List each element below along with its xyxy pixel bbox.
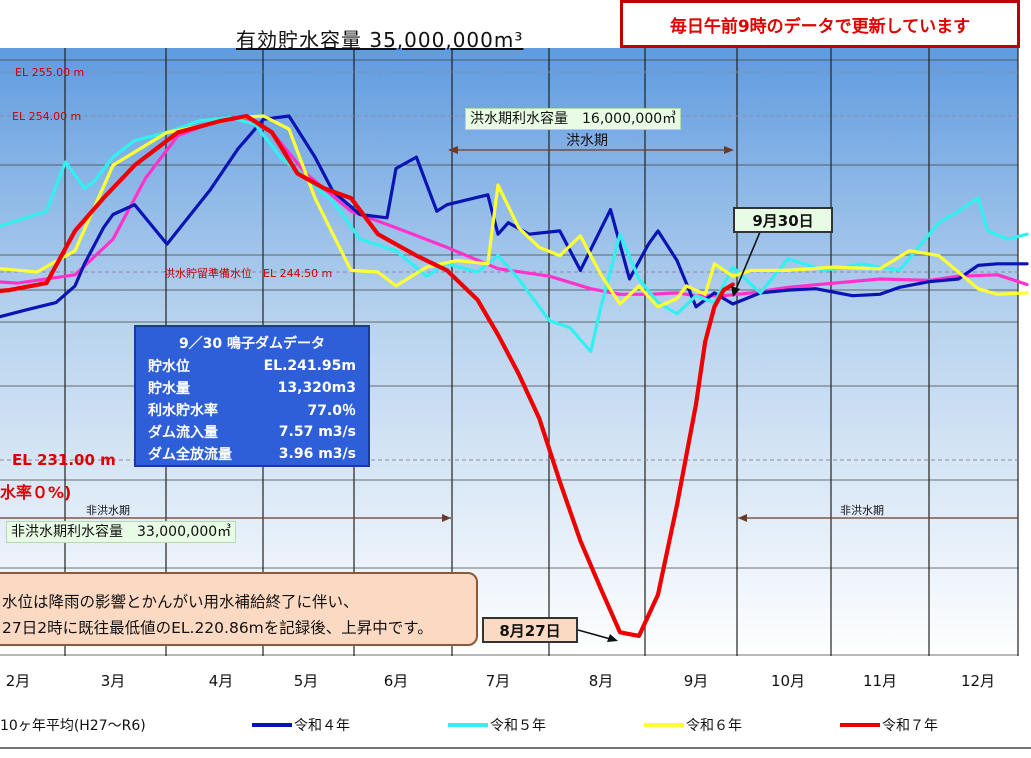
callout-sep30-pointer-head [731,286,740,297]
dam-data-label: 貯水位 [148,358,190,375]
x-tick-label: 6月 [384,672,409,690]
callout-aug27-pointer-head [607,634,618,642]
x-tick-label: 11月 [863,672,897,690]
dam-data-row: ダム全放流量 3.96 m3/s [148,444,368,463]
flood-period-arrow-head [724,146,734,154]
dam-data-value: 13,320m3 [277,379,356,396]
callout-aug27-pointer [577,629,615,641]
dam-data-value: 3.96 m3/s [278,445,356,462]
status-comment: 水位は降雨の影響とかんがい用水補給終了に伴い、 27日2時に既往最低値のEL.2… [0,572,478,646]
dam-data-row: 貯水位 EL.241.95m [148,356,368,375]
dam-data-label: ダム全放流量 [148,446,232,463]
x-tick-label: 12月 [961,672,995,690]
nonflood-capacity-label: 非洪水期利水容量 33,000,000㎥ [6,521,237,543]
series-layer [0,113,1029,639]
callout-aug27: 8月27日 [482,617,578,643]
callout-sep30-pointer [733,231,761,295]
x-tick-label: 4月 [209,672,234,690]
dam-data-label: ダム流入量 [148,424,218,441]
legend-item: 令和４年 [252,715,350,735]
dam-data-value: 7.57 m3/s [278,423,356,440]
x-tick-label: 7月 [486,672,511,690]
flood-reserve-level-label: 洪水貯留準備水位 EL 244.50 m [164,267,333,280]
el255-label: EL 255.00 m [15,66,85,79]
legend-swatch [840,723,880,727]
dam-data-value: 77.0％ [307,402,356,419]
rate-zero-label: 水率０%) [0,483,72,502]
nonflood-right-arrow-head [738,514,747,522]
dam-data-row: 貯水量 13,320m3 [148,378,368,397]
legend-item: 令和５年 [448,715,546,735]
legend-label: 令和７年 [882,718,938,734]
chart-title: 有効貯水容量 35,000,000m³ [236,28,524,52]
flood-period-label: 洪水期 [566,133,608,149]
legend-label: 10ヶ年平均(H27～R6) [0,718,146,734]
legend-swatch [252,723,292,727]
el231-label: EL 231.00 m [12,451,116,469]
callout-sep30: 9月30日 [733,207,833,233]
legend-item: 令和７年 [840,715,938,735]
x-tick-label: 9月 [684,672,709,690]
el254-label: EL 254.00 m [12,110,82,123]
series-line [0,117,1029,298]
legend-swatch [644,723,684,727]
status-comment-line: 27日2時に既往最低値のEL.220.86mを記録後、上昇中です。 [2,619,433,637]
period-arrows [0,146,1018,642]
legend-item: 10ヶ年平均(H27～R6) [0,715,146,735]
nonflood-period-right-label: 非洪水期 [840,504,884,517]
legend-label: 令和５年 [490,718,546,734]
x-tick-label: 2月 [6,672,31,690]
dam-data-row: 利水貯水率 77.0％ [148,400,368,419]
dam-data-value: EL.241.95m [263,357,356,374]
status-comment-line: 水位は降雨の影響とかんがい用水補給終了に伴い、 [2,593,359,611]
update-notice: 毎日午前9時のデータで更新しています [620,0,1020,48]
x-tick-label: 5月 [294,672,319,690]
dam-data-title: 9／30 鳴子ダムデータ [178,336,326,352]
nonflood-left-arrow-head [442,514,451,522]
dam-data-label: 貯水量 [148,380,190,397]
nonflood-period-left-label: 非洪水期 [86,504,130,517]
flood-period-arrow-head [448,146,458,154]
x-tick-label: 10月 [771,672,805,690]
x-tick-labels: 2月 3月 4月 5月 6月 7月 8月 9月 10月 11月 12月 [6,672,995,690]
legend-label: 令和４年 [294,718,350,734]
legend-swatch [448,723,488,727]
series-line [0,115,1029,353]
flood-capacity-label: 洪水期利水容量 16,000,000㎥ [465,108,682,130]
dam-data-label: 利水貯水率 [148,402,218,419]
x-tick-label: 8月 [589,672,614,690]
legend-item: 令和６年 [644,715,742,735]
legend-label: 令和６年 [686,718,742,734]
x-tick-label: 3月 [101,672,126,690]
dam-data-panel: 9／30 鳴子ダムデータ 貯水位 EL.241.95m 貯水量 13,320m3… [134,325,370,467]
dam-data-row: ダム流入量 7.57 m3/s [148,422,368,441]
series-line [0,113,735,639]
